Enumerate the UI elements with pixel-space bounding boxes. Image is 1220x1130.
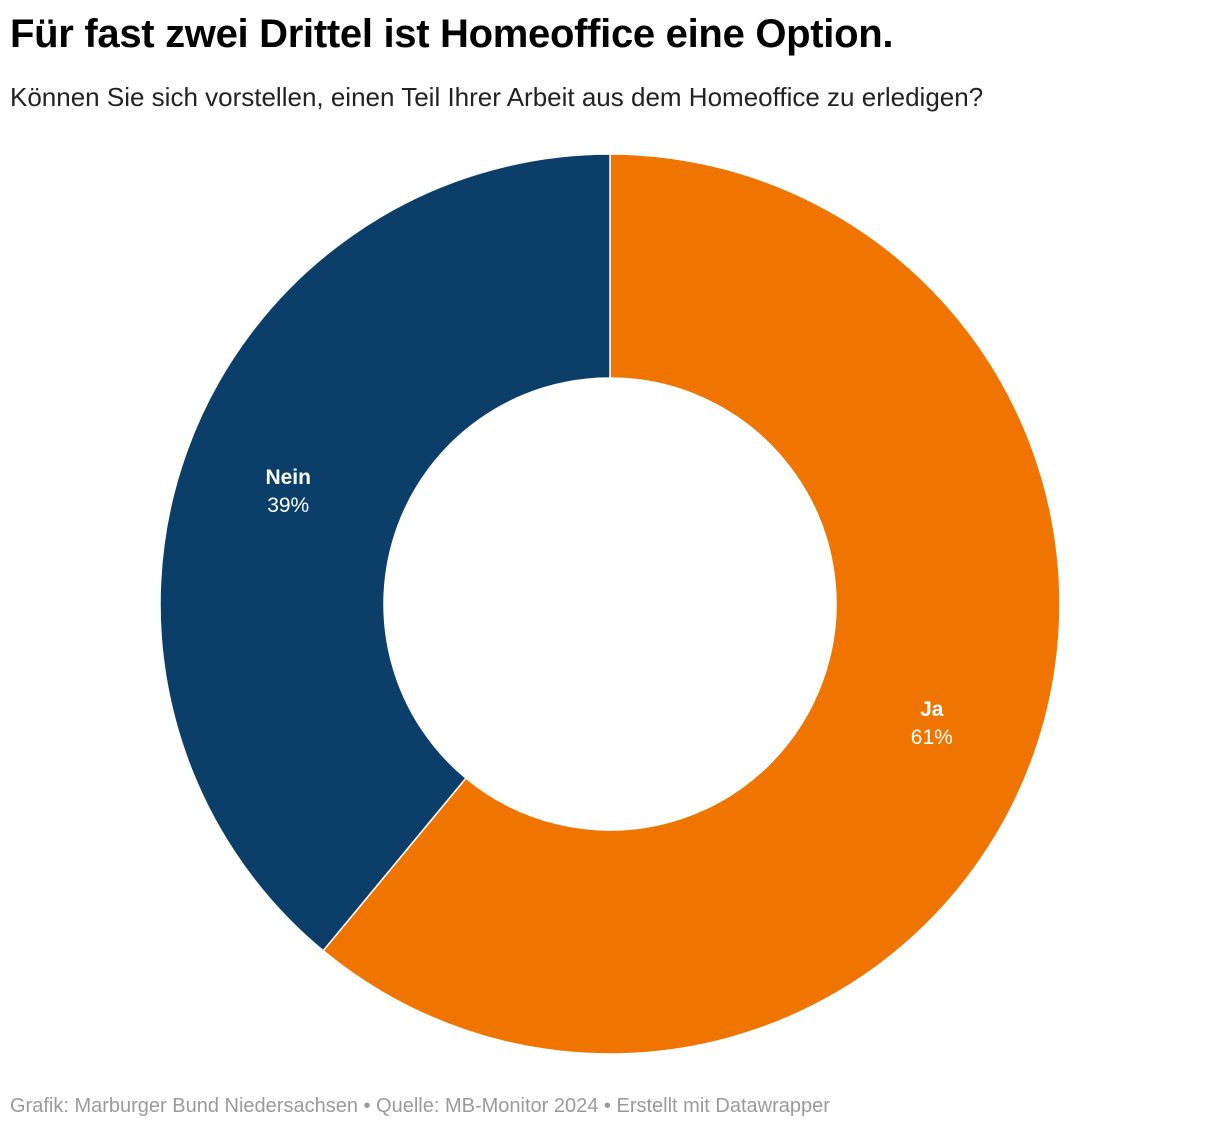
chart-subtitle: Können Sie sich vorstellen, einen Teil I…	[10, 82, 984, 112]
donut-slices	[159, 153, 1061, 1055]
donut-labels: Ja 61% Nein 39%	[265, 466, 952, 749]
slice-label-nein-value: 39%	[267, 494, 309, 517]
slice-nein	[159, 153, 611, 952]
slice-label-ja-name: Ja	[920, 698, 944, 721]
slice-label-nein-name: Nein	[265, 466, 311, 489]
chart-footer-credit: Grafik: Marburger Bund Niedersachsen • Q…	[10, 1095, 830, 1117]
slice-ja	[322, 153, 1061, 1055]
chart-title: Für fast zwei Drittel ist Homeoffice ein…	[10, 12, 894, 56]
slice-label-ja-value: 61%	[911, 726, 953, 749]
